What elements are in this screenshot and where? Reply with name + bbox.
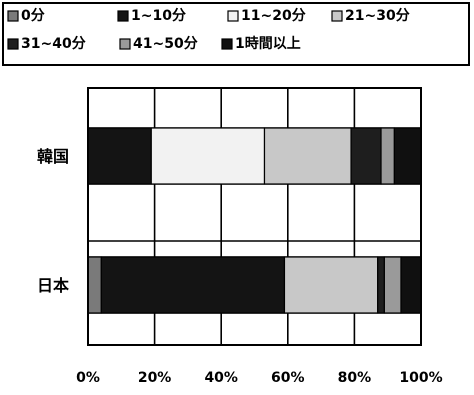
x-tick-label: 80%	[338, 370, 372, 386]
bar-segment	[377, 256, 385, 314]
legend-swatch	[119, 38, 131, 50]
bar-segment	[400, 256, 422, 314]
legend-label: 1時間以上	[235, 35, 301, 52]
x-tick-label: 20%	[138, 370, 172, 386]
bar-segment	[100, 256, 286, 314]
x-tick-label: 60%	[271, 370, 305, 386]
legend-swatch	[227, 10, 239, 22]
bar-segment	[263, 127, 352, 185]
category-label: 韓国	[37, 147, 69, 166]
bar-segment	[380, 127, 395, 185]
legend-label: 11~20分	[241, 8, 306, 24]
legend-label: 0分	[21, 8, 45, 24]
x-tick-label: 100%	[399, 370, 442, 386]
legend-swatch	[117, 10, 129, 22]
bar-segment	[393, 127, 422, 185]
legend-label: 41~50分	[133, 36, 198, 52]
category-label: 日本	[37, 276, 69, 295]
bar-segment	[283, 256, 379, 314]
bar-segment	[350, 127, 382, 185]
plot-frame	[87, 87, 422, 346]
x-tick-label: 0%	[76, 370, 100, 386]
x-tick-label: 40%	[204, 370, 238, 386]
legend-label: 31~40分	[21, 36, 86, 52]
legend-swatch	[331, 10, 343, 22]
legend-label: 21~30分	[345, 8, 410, 24]
legend-swatch	[221, 38, 233, 50]
bar-segment	[150, 127, 266, 185]
bar-segment	[87, 127, 152, 185]
legend-swatch	[7, 38, 19, 50]
bar-segment	[383, 256, 402, 314]
legend-label: 1~10分	[131, 8, 186, 24]
legend-swatch	[7, 10, 19, 22]
bar-segment	[87, 256, 102, 314]
